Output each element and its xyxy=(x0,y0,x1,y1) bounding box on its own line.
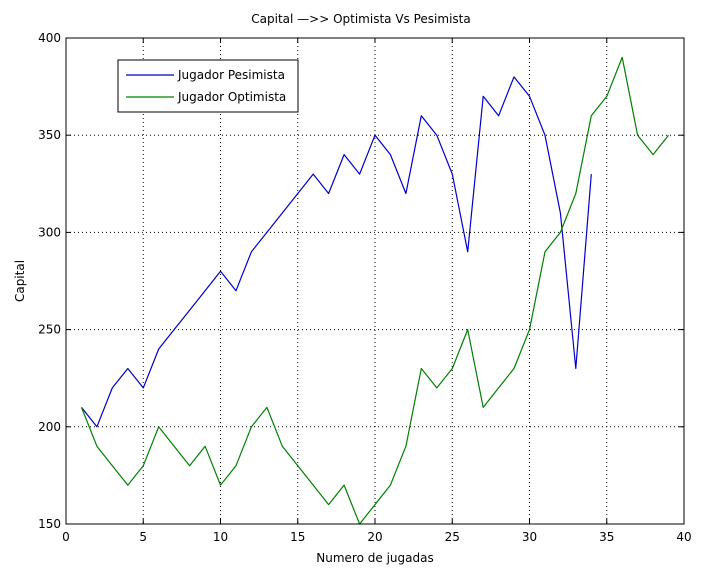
x-axis-label: Numero de jugadas xyxy=(316,551,434,565)
y-tick-label: 250 xyxy=(38,323,61,337)
plot-area xyxy=(66,38,684,524)
y-axis-label: Capital xyxy=(13,259,27,303)
x-tick-label: 35 xyxy=(599,530,614,544)
x-tick-label: 5 xyxy=(139,530,147,544)
x-tick-label: 30 xyxy=(522,530,537,544)
x-tick-label: 0 xyxy=(62,530,70,544)
y-tick-label: 400 xyxy=(38,31,61,45)
legend-label-2: Jugador Optimista xyxy=(177,90,286,104)
x-tick-label: 20 xyxy=(367,530,382,544)
chart-title: Capital —>> Optimista Vs Pesimista xyxy=(251,12,471,26)
y-tick-label: 150 xyxy=(38,517,61,531)
x-tick-label: 15 xyxy=(290,530,305,544)
x-tick-label: 40 xyxy=(676,530,691,544)
axes-box xyxy=(65,37,685,525)
series-line-2 xyxy=(80,56,669,525)
legend-box xyxy=(117,59,299,113)
series-line-1 xyxy=(81,76,592,428)
y-tick-label: 350 xyxy=(38,128,61,142)
y-tick-label: 200 xyxy=(38,420,61,434)
legend-label-1: Jugador Pesimista xyxy=(177,68,285,82)
x-tick-label: 25 xyxy=(445,530,460,544)
x-tick-label: 10 xyxy=(213,530,228,544)
y-tick-label: 300 xyxy=(38,225,61,239)
